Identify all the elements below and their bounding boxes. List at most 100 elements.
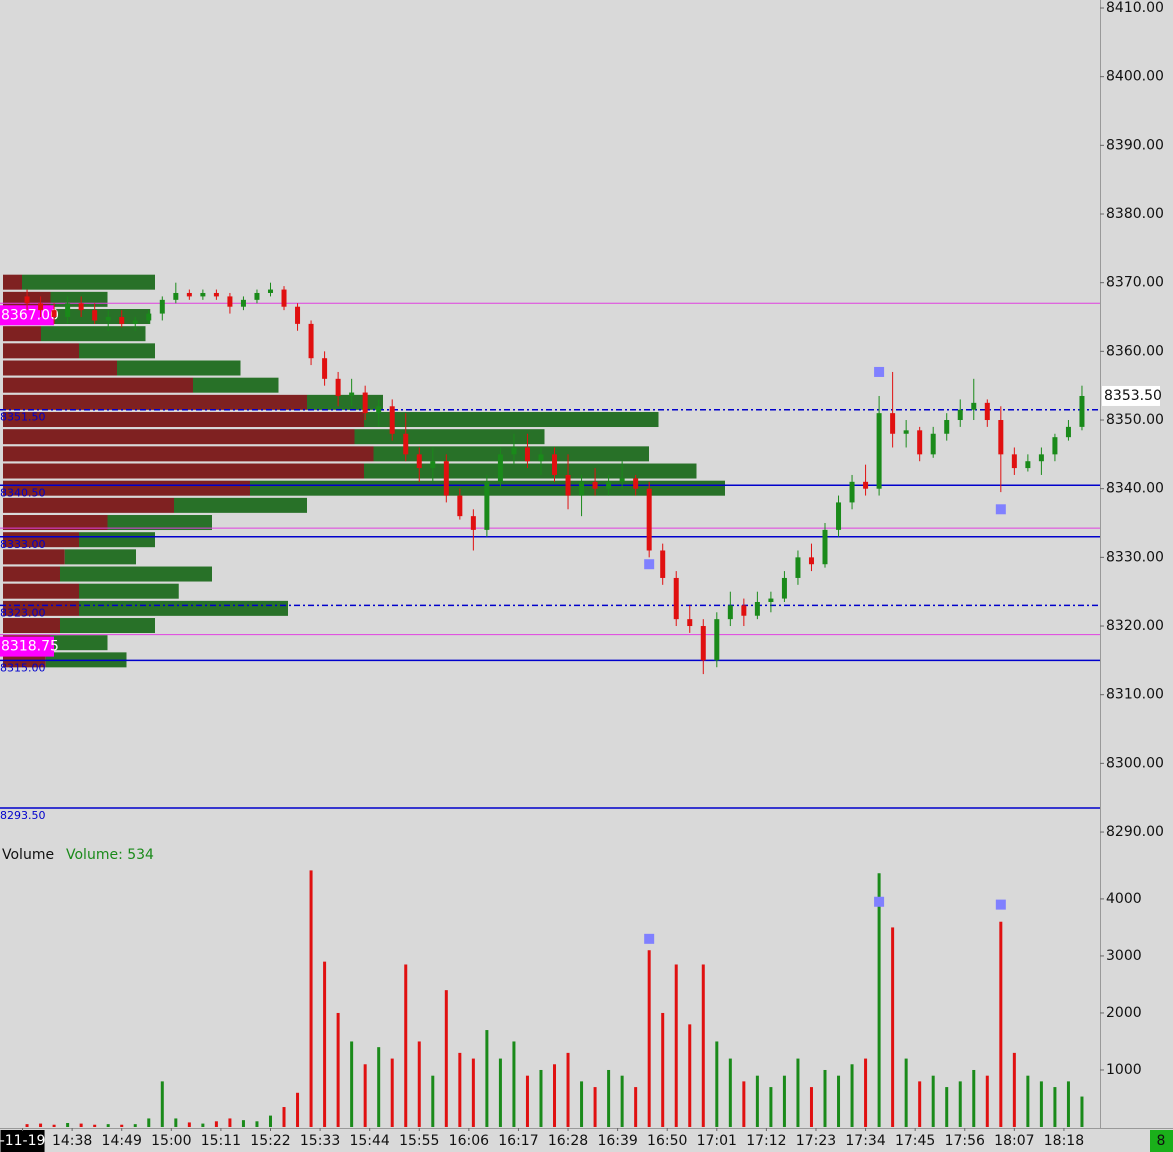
volume-bar	[1066, 1081, 1070, 1127]
profile-buy	[79, 532, 155, 548]
candle-body	[565, 474, 571, 496]
candle-body	[633, 478, 639, 489]
x-tick-label: 14:38	[52, 1133, 92, 1149]
candle-body	[890, 413, 896, 434]
candle-body	[1038, 454, 1044, 462]
candle-body	[863, 481, 869, 489]
candle-body	[1065, 426, 1071, 438]
profile-sell	[3, 446, 374, 462]
profile-buy	[193, 377, 279, 393]
x-tick-label: 17:56	[945, 1133, 985, 1149]
candle-body	[903, 430, 909, 434]
y-tick-label: 8380.00	[1106, 206, 1164, 222]
candle-body	[240, 299, 246, 307]
candle-body	[876, 413, 882, 489]
level-label: 8367.00	[1, 307, 59, 323]
volume-bar	[958, 1081, 962, 1127]
candle-body	[213, 292, 219, 297]
profile-buy	[107, 515, 212, 531]
volume-bar	[782, 1075, 786, 1127]
volume-bar	[417, 1041, 421, 1127]
profile-buy	[41, 326, 146, 342]
volume-bar	[864, 1058, 868, 1127]
volume-bar	[796, 1058, 800, 1127]
candle-body	[349, 392, 355, 396]
volume-bar	[1026, 1075, 1030, 1127]
volume-bar	[525, 1075, 529, 1127]
candle-body	[849, 481, 855, 503]
profile-sell	[3, 532, 79, 548]
last-price-box	[1102, 385, 1160, 406]
volume-bar	[1053, 1087, 1057, 1127]
candle-body	[281, 289, 287, 307]
volume-bar	[553, 1064, 557, 1127]
candle-body	[267, 289, 273, 293]
candle-body	[619, 478, 625, 482]
y-tick-label: 8400.00	[1106, 69, 1164, 85]
volume-bar	[106, 1124, 110, 1127]
volume-bar	[634, 1087, 638, 1127]
volume-bar	[133, 1124, 137, 1127]
volume-bar	[647, 950, 651, 1127]
x-tick-label: -11-19	[0, 1133, 45, 1149]
candle-body	[443, 461, 449, 496]
candle-body	[308, 323, 314, 359]
x-tick-label: 17:01	[697, 1133, 737, 1149]
profile-sell	[3, 360, 117, 376]
x-tick-label: 16:28	[548, 1133, 588, 1149]
candle-body	[24, 296, 30, 304]
profile-sell	[3, 515, 108, 531]
y-tick-label: 8300.00	[1106, 755, 1164, 771]
volume-bar	[985, 1075, 989, 1127]
y-tick-label: 8320.00	[1106, 618, 1164, 634]
level-label: 8323.00	[0, 606, 46, 619]
volume-bar	[160, 1081, 164, 1127]
x-tick-label: 15:33	[300, 1133, 340, 1149]
candle-body	[552, 454, 558, 475]
volume-bar	[539, 1069, 543, 1127]
volume-bar	[350, 1041, 354, 1127]
level-label: 8293.50	[0, 809, 46, 822]
x-tick-label: 17:45	[895, 1133, 935, 1149]
candle-body	[511, 447, 517, 455]
candle-body	[457, 495, 463, 517]
volume-bar	[241, 1120, 245, 1127]
profile-sell	[3, 274, 22, 290]
y-tick-label: 1000	[1106, 1062, 1142, 1078]
volume-bar	[999, 921, 1003, 1127]
profile-buy	[64, 549, 136, 565]
candle-body	[822, 529, 828, 565]
status: 8	[1157, 1133, 1166, 1149]
candle-body	[646, 488, 652, 551]
x-tick-label: 14:49	[102, 1133, 142, 1149]
volume-bar	[66, 1123, 70, 1127]
volume-bar	[39, 1123, 43, 1127]
candle-body	[944, 420, 950, 434]
volume-bar	[228, 1118, 232, 1127]
volume-bar	[688, 1024, 692, 1127]
candle-body	[579, 481, 585, 496]
volume-bar	[485, 1030, 489, 1127]
volume-bar	[918, 1081, 922, 1127]
volume-bar	[837, 1075, 841, 1127]
candle-body	[998, 420, 1004, 455]
profile-buy	[79, 343, 155, 359]
volume-bar	[25, 1124, 29, 1127]
candle-body	[295, 306, 301, 324]
volume-bar	[498, 1058, 502, 1127]
volume-bar	[52, 1124, 56, 1127]
y-tick-label: 8350.00	[1106, 412, 1164, 428]
volume-bar	[282, 1107, 286, 1127]
y-tick-label: 8370.00	[1106, 275, 1164, 291]
profile-buy	[117, 360, 241, 376]
y-tick-label: 8340.00	[1106, 481, 1164, 497]
x-tick-label: 17:12	[746, 1133, 786, 1149]
volume-bar	[147, 1118, 151, 1127]
profile-buy	[354, 429, 545, 445]
candle-body	[687, 619, 693, 627]
x-tick-label: 16:06	[449, 1133, 489, 1149]
level-label: 8351.50	[0, 411, 46, 424]
candle-body	[984, 402, 990, 421]
candle-body	[254, 292, 260, 300]
profile-sell	[3, 549, 65, 565]
